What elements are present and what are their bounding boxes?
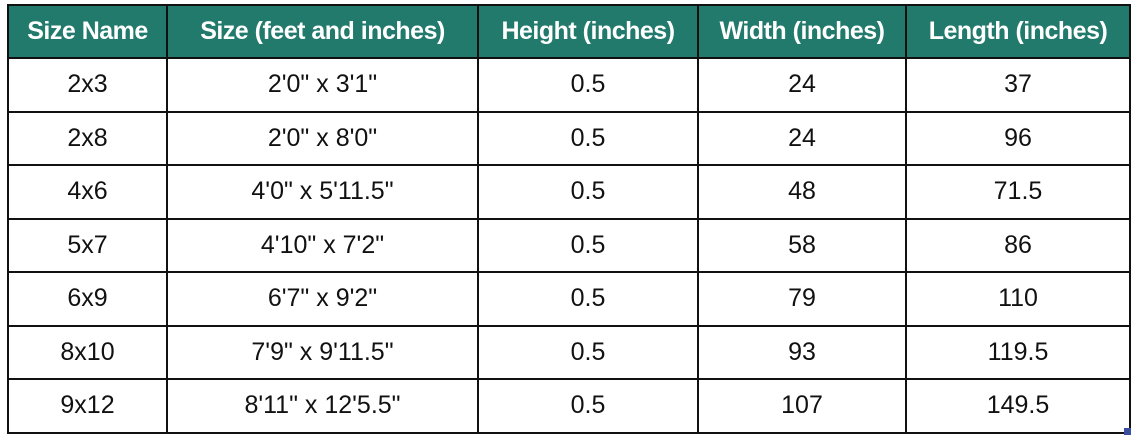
size-table: Size Name Size (feet and inches) Height (i…: [7, 4, 1131, 434]
table-row: 4x6 4'0" x 5'11.5" 0.5 48 71.5: [7, 164, 1131, 220]
cell-height[interactable]: 0.5: [477, 378, 699, 434]
cell-width[interactable]: 107: [697, 378, 907, 434]
table-row: 2x8 2'0" x 8'0" 0.5 24 96: [7, 110, 1131, 166]
cell-length[interactable]: 71.5: [905, 164, 1131, 220]
cell-height[interactable]: 0.5: [477, 110, 699, 166]
header-row: Size Name Size (feet and inches) Height (i…: [7, 4, 1131, 59]
cell-height[interactable]: 0.5: [477, 271, 699, 327]
cell-size-name[interactable]: 9x12: [7, 378, 168, 434]
cell-width[interactable]: 79: [697, 271, 907, 327]
cell-length[interactable]: 149.5: [905, 378, 1131, 434]
cell-size-feet-inches[interactable]: 2'0" x 8'0": [166, 110, 479, 166]
cell-width[interactable]: 58: [697, 217, 907, 273]
header-size-name[interactable]: Size Name: [7, 4, 168, 59]
cell-length[interactable]: 37: [905, 57, 1131, 113]
cell-length[interactable]: 119.5: [905, 324, 1131, 380]
cell-width[interactable]: 24: [697, 110, 907, 166]
cell-height[interactable]: 0.5: [477, 57, 699, 113]
cell-length[interactable]: 110: [905, 271, 1131, 327]
cell-size-feet-inches[interactable]: 6'7" x 9'2": [166, 271, 479, 327]
header-size-feet-inches[interactable]: Size (feet and inches): [166, 4, 479, 59]
cell-size-name[interactable]: 4x6: [7, 164, 168, 220]
cell-height[interactable]: 0.5: [477, 324, 699, 380]
table-row: 6x9 6'7" x 9'2" 0.5 79 110: [7, 271, 1131, 327]
cell-size-feet-inches[interactable]: 7'9" x 9'11.5": [166, 324, 479, 380]
fill-handle[interactable]: [1124, 428, 1131, 435]
cell-length[interactable]: 96: [905, 110, 1131, 166]
header-width[interactable]: Width (inches): [697, 4, 907, 59]
cell-height[interactable]: 0.5: [477, 217, 699, 273]
cell-width[interactable]: 93: [697, 324, 907, 380]
table-row: 5x7 4'10" x 7'2" 0.5 58 86: [7, 217, 1131, 273]
cell-size-feet-inches[interactable]: 4'10" x 7'2": [166, 217, 479, 273]
cell-size-feet-inches[interactable]: 4'0" x 5'11.5": [166, 164, 479, 220]
cell-width[interactable]: 24: [697, 57, 907, 113]
cell-size-name[interactable]: 2x8: [7, 110, 168, 166]
cell-size-name[interactable]: 6x9: [7, 271, 168, 327]
cell-size-name[interactable]: 8x10: [7, 324, 168, 380]
table-row: 9x12 8'11" x 12'5.5" 0.5 107 149.5: [7, 378, 1131, 434]
cell-size-feet-inches[interactable]: 8'11" x 12'5.5": [166, 378, 479, 434]
cell-size-feet-inches[interactable]: 2'0" x 3'1": [166, 57, 479, 113]
cell-length[interactable]: 86: [905, 217, 1131, 273]
table-row: 2x3 2'0" x 3'1" 0.5 24 37: [7, 57, 1131, 113]
table-row: 8x10 7'9" x 9'11.5" 0.5 93 119.5: [7, 324, 1131, 380]
cell-width[interactable]: 48: [697, 164, 907, 220]
cell-size-name[interactable]: 5x7: [7, 217, 168, 273]
header-length[interactable]: Length (inches): [905, 4, 1131, 59]
cell-size-name[interactable]: 2x3: [7, 57, 168, 113]
cell-height[interactable]: 0.5: [477, 164, 699, 220]
header-height[interactable]: Height (inches): [477, 4, 699, 59]
